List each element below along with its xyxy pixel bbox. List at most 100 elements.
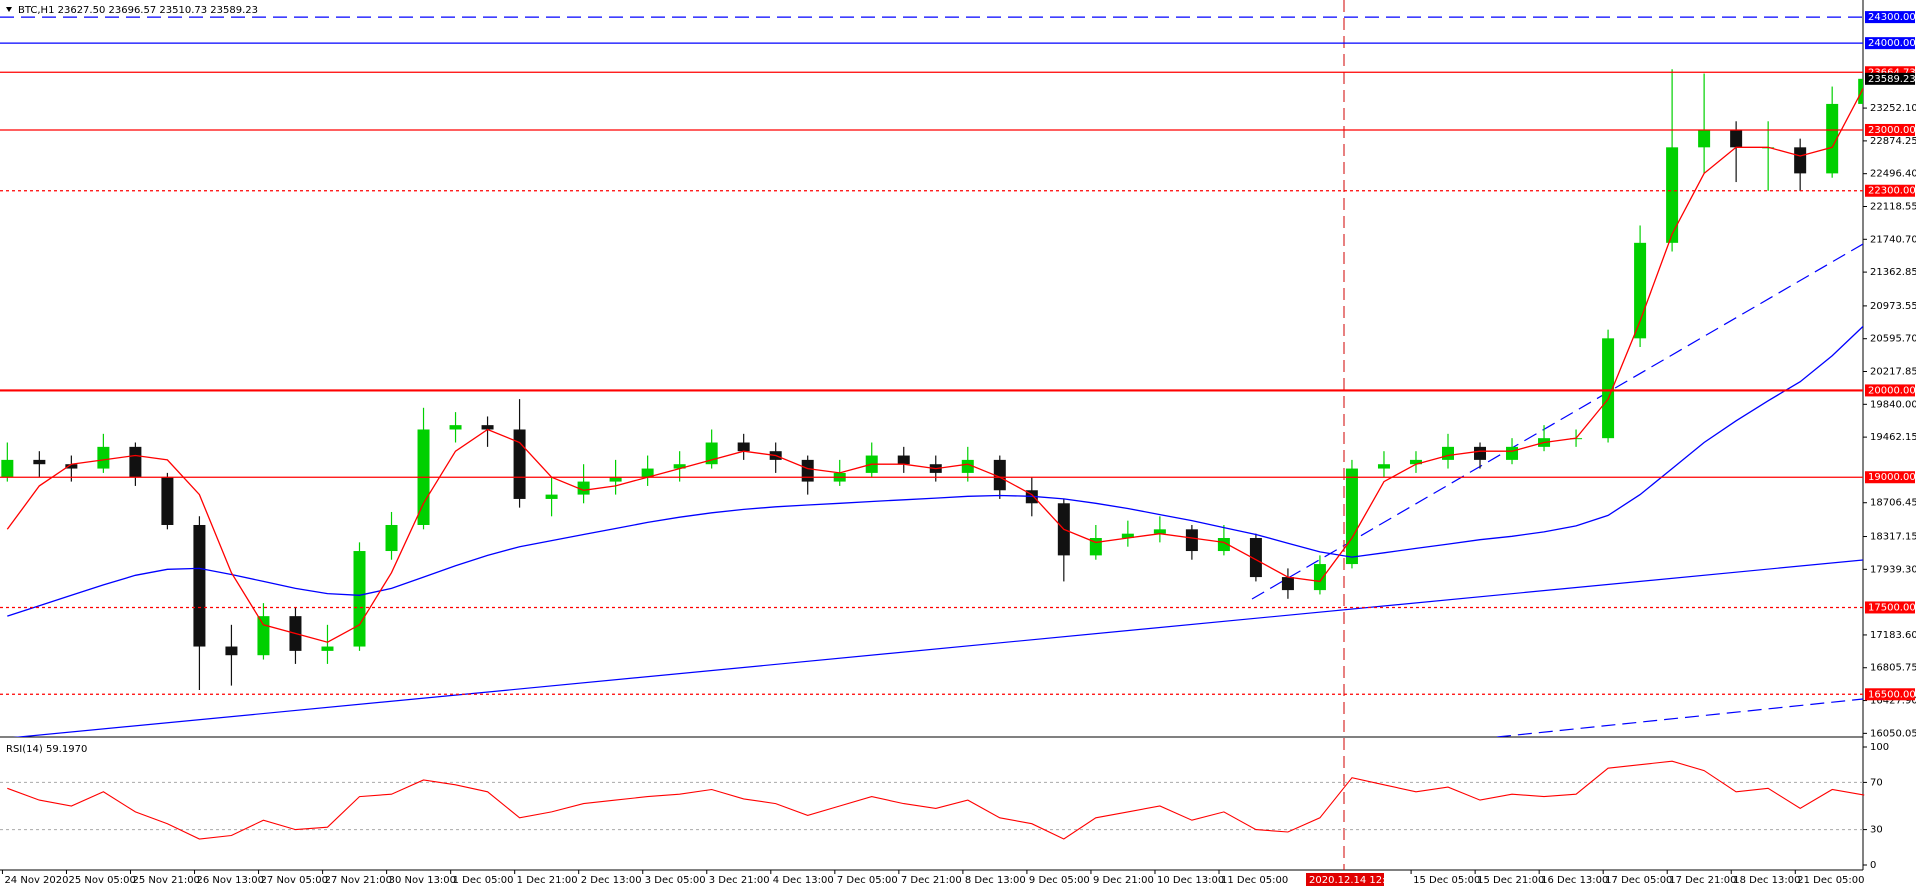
candle-body — [577, 481, 590, 495]
candle-body — [33, 459, 46, 465]
x-tick-label: 1 Dec 05:00 — [453, 875, 514, 886]
x-tick-label: 2 Dec 13:00 — [581, 875, 642, 886]
crosshair-label: 2020.12.14 12:00 — [1309, 875, 1398, 886]
y-tick-label: 20595.70 — [1870, 334, 1916, 345]
trend-line — [12, 559, 1863, 737]
rsi-tick-label: 100 — [1870, 742, 1889, 753]
x-tick-label: 21 Dec 05:00 — [1797, 875, 1864, 886]
y-tick-label: 16427.90 — [1870, 696, 1916, 707]
collapse-icon[interactable] — [6, 7, 12, 12]
candle-body — [609, 477, 622, 482]
x-tick-label: 8 Dec 13:00 — [965, 875, 1026, 886]
candle-body — [1441, 446, 1454, 460]
level-label-box — [1865, 184, 1915, 197]
candle-body — [353, 551, 366, 647]
y-tick-label: 19462.15 — [1870, 432, 1916, 443]
y-tick-label: 22874.25 — [1870, 136, 1916, 147]
level-label: 16500.00 — [1868, 689, 1916, 700]
candle-body — [257, 616, 270, 656]
rsi-tick-label: 70 — [1870, 777, 1883, 788]
y-tick-label: 19840.00 — [1870, 399, 1916, 410]
x-tick-label: 15 Dec 21:00 — [1477, 875, 1544, 886]
x-tick-label: 27 Nov 05:00 — [261, 875, 328, 886]
y-tick-label: 22118.55 — [1870, 201, 1916, 212]
candle-body — [673, 464, 686, 469]
candle-body — [193, 524, 206, 647]
y-tick-label: 16805.75 — [1870, 663, 1916, 674]
level-label-box — [1865, 37, 1915, 50]
candle-body — [513, 429, 526, 499]
level-label-box — [1865, 688, 1915, 701]
y-tick-label: 17183.60 — [1870, 630, 1916, 641]
candle-body — [65, 464, 78, 469]
level-label-box — [1865, 11, 1915, 24]
candle-body — [1281, 577, 1294, 591]
x-tick-label: 25 Nov 21:00 — [133, 875, 200, 886]
x-tick-label: 26 Nov 13:00 — [197, 875, 264, 886]
candle-body — [385, 524, 398, 552]
level-label: 24300.00 — [1868, 12, 1916, 23]
y-tick-label: 20973.55 — [1870, 301, 1916, 312]
candle-body — [545, 494, 558, 499]
candle-body — [321, 646, 334, 651]
candle-body — [1153, 529, 1166, 534]
y-tick-label: 22496.40 — [1870, 169, 1916, 180]
x-tick-label: 9 Dec 05:00 — [1029, 875, 1090, 886]
candle-body — [129, 446, 142, 478]
candle-body — [737, 442, 750, 452]
y-tick-label: 18317.15 — [1870, 532, 1916, 543]
x-tick-label: 7 Dec 21:00 — [901, 875, 962, 886]
level-label-box — [1865, 123, 1915, 136]
ma-fast-line — [6, 87, 1863, 643]
y-tick-label: 23252.10 — [1870, 103, 1916, 114]
level-label: 23664.73 — [1868, 67, 1916, 78]
level-label-box — [1865, 471, 1915, 484]
candle-body — [1185, 529, 1198, 552]
candle-body — [481, 425, 494, 430]
level-label: 20000.00 — [1868, 385, 1916, 396]
rsi-tick-label: 30 — [1870, 825, 1883, 836]
candle-body — [1377, 464, 1390, 469]
candle-body — [97, 446, 110, 469]
level-label: 22300.00 — [1868, 186, 1916, 197]
level-label: 24000.00 — [1868, 38, 1916, 49]
candle-body — [1249, 538, 1262, 578]
x-tick-label: 11 Dec 05:00 — [1221, 875, 1288, 886]
candle-body — [1602, 338, 1615, 439]
candle-body — [1506, 446, 1519, 460]
level-label: 23000.00 — [1868, 125, 1916, 136]
rsi-tick-label: 0 — [1870, 860, 1876, 871]
level-label-box — [1865, 384, 1915, 397]
main-plot — [1, 69, 1863, 737]
x-tick-label: 3 Dec 21:00 — [709, 875, 770, 886]
x-tick-label: 9 Dec 21:00 — [1093, 875, 1154, 886]
candle-body — [1409, 459, 1422, 465]
x-tick-label: 10 Dec 13:00 — [1157, 875, 1224, 886]
chart-header: BTC,H1 23627.50 23696.57 23510.73 23589.… — [18, 5, 258, 16]
y-tick-label: 18706.45 — [1870, 498, 1916, 509]
candle-body — [1634, 242, 1647, 339]
candle-body — [449, 425, 462, 430]
y-tick-label: 17939.30 — [1870, 564, 1916, 575]
candle-body — [161, 477, 174, 525]
current-price-box — [1865, 72, 1915, 85]
level-label: 17500.00 — [1868, 602, 1916, 613]
candle-body — [1666, 147, 1679, 243]
x-tick-label: 17 Dec 21:00 — [1669, 875, 1736, 886]
candle-body — [1345, 468, 1358, 565]
candle-body — [1217, 538, 1230, 552]
candle-body — [1794, 147, 1807, 174]
x-tick-label: 18 Dec 13:00 — [1733, 875, 1800, 886]
x-tick-label: 27 Nov 21:00 — [325, 875, 392, 886]
candle-body — [1474, 446, 1487, 460]
candle-body — [1730, 129, 1743, 148]
candle-body — [801, 459, 814, 482]
trend-line — [1496, 698, 1863, 737]
rsi-title: RSI(14) 59.1970 — [6, 744, 87, 755]
candle-body — [1698, 129, 1711, 148]
level-label: 19000.00 — [1868, 472, 1916, 483]
x-tick-label: 30 Nov 13:00 — [389, 875, 456, 886]
y-tick-label: 21362.85 — [1870, 267, 1916, 278]
current-price-label: 23589.23 — [1868, 74, 1916, 85]
